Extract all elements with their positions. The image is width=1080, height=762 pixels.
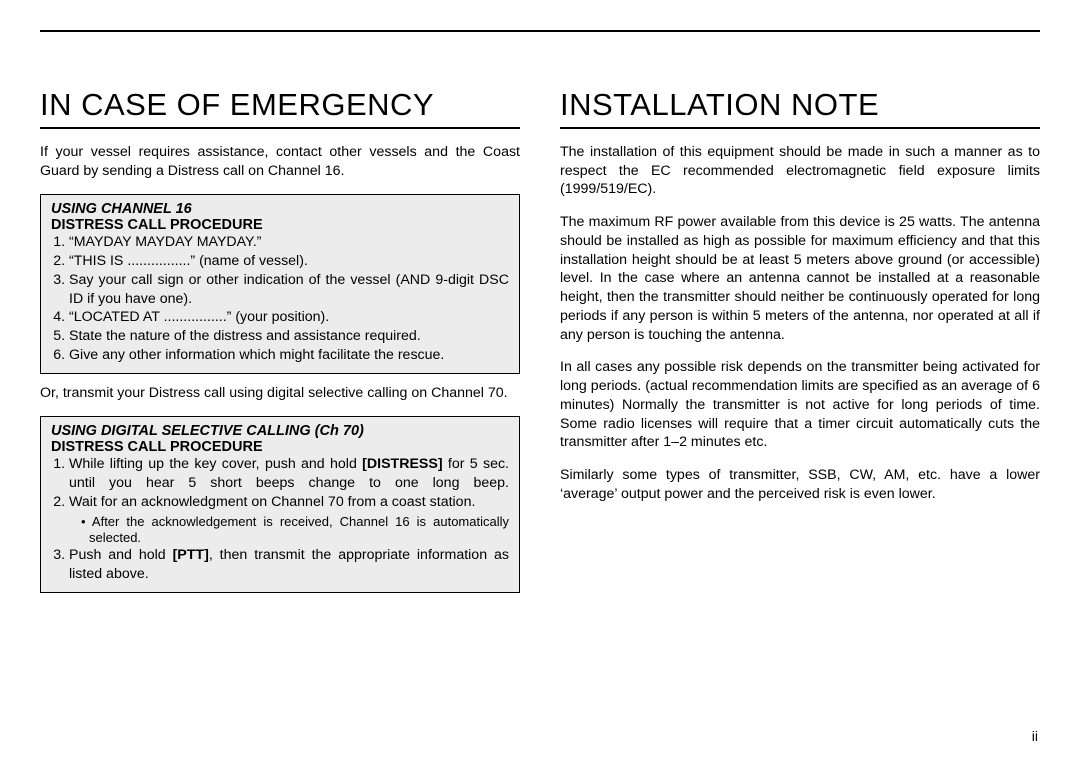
box2-item: Wait for an acknowledgment on Channel 70… xyxy=(69,493,509,546)
right-column: INSTALLATION NOTE The installation of th… xyxy=(560,87,1040,603)
box2-item: While lifting up the key cover, push and… xyxy=(69,455,509,492)
mid-paragraph: Or, transmit your Distress call using di… xyxy=(40,384,520,403)
box1-title2: DISTRESS CALL PROCEDURE xyxy=(51,217,509,233)
heading-rule-left xyxy=(40,127,520,129)
install-p4: Similarly some types of transmitter, SSB… xyxy=(560,466,1040,503)
box2-item1-b: [DISTRESS] xyxy=(362,456,442,472)
box2-item1-a: While lifting up the key cover, push and… xyxy=(69,456,362,472)
box1-list: “MAYDAY MAYDAY MAYDAY.” “THIS IS .......… xyxy=(51,233,509,364)
emergency-heading: IN CASE OF EMERGENCY xyxy=(40,87,520,123)
box1-item: Say your call sign or other indication o… xyxy=(69,271,509,308)
box2-item: Push and hold [PTT], then transmit the a… xyxy=(69,546,509,583)
box1-item: State the nature of the distress and ass… xyxy=(69,327,509,346)
box1-item: “THIS IS ................” (name of vess… xyxy=(69,252,509,271)
install-p3: In all cases any possible risk depends o… xyxy=(560,358,1040,452)
box2-title1: USING DIGITAL SELECTIVE CALLING (Ch 70) xyxy=(51,423,509,439)
channel16-box: USING CHANNEL 16 DISTRESS CALL PROCEDURE… xyxy=(40,194,520,373)
page-number: ii xyxy=(1032,728,1038,744)
top-rule xyxy=(40,30,1040,32)
box1-item: Give any other information which might f… xyxy=(69,346,509,365)
box2-title2: DISTRESS CALL PROCEDURE xyxy=(51,439,509,455)
installation-heading: INSTALLATION NOTE xyxy=(560,87,1040,123)
box2-item3-b: [PTT] xyxy=(173,547,209,563)
box1-item: “MAYDAY MAYDAY MAYDAY.” xyxy=(69,233,509,252)
box2-list: While lifting up the key cover, push and… xyxy=(51,455,509,583)
heading-rule-right xyxy=(560,127,1040,129)
dsc-box: USING DIGITAL SELECTIVE CALLING (Ch 70) … xyxy=(40,416,520,592)
box2-item3-a: Push and hold xyxy=(69,547,173,563)
box2-item2-sub: After the acknowledgement is received, C… xyxy=(69,514,509,547)
install-p2: The maximum RF power available from this… xyxy=(560,213,1040,344)
install-p1: The installation of this equipment shoul… xyxy=(560,143,1040,199)
two-column-layout: IN CASE OF EMERGENCY If your vessel requ… xyxy=(40,87,1040,603)
box2-item2: Wait for an acknowledgment on Channel 70… xyxy=(69,494,475,510)
box1-title1: USING CHANNEL 16 xyxy=(51,201,509,217)
left-column: IN CASE OF EMERGENCY If your vessel requ… xyxy=(40,87,520,603)
box1-item: “LOCATED AT ................” (your posi… xyxy=(69,308,509,327)
emergency-intro: If your vessel requires assistance, cont… xyxy=(40,143,520,180)
